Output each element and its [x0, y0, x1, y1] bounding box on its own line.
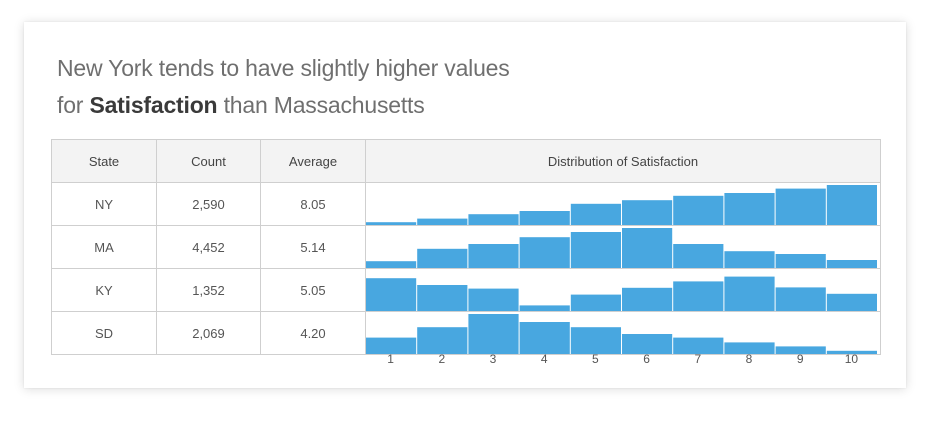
- histogram-bar-ma-1: [366, 261, 417, 268]
- x-tick-label: 9: [796, 352, 804, 366]
- x-tick-label: 2: [438, 352, 446, 366]
- histogram-bar-ny-6: [622, 200, 673, 225]
- header-row: State Count Average Distribution of Sati…: [51, 139, 881, 183]
- chart-card: New York tends to have slightly higher v…: [24, 22, 906, 388]
- stats-table: State Count Average Distribution of Sati…: [51, 139, 881, 355]
- average-cell: 8.05: [260, 182, 366, 226]
- histogram-bar-ky-3: [468, 288, 519, 311]
- histogram-bar-ma-9: [775, 254, 826, 268]
- distribution-cell: [365, 268, 881, 312]
- state-cell: SD: [51, 311, 157, 355]
- x-tick-label: 1: [387, 352, 394, 366]
- distribution-cell: [365, 311, 881, 355]
- histogram-bar-sd-6: [622, 334, 673, 354]
- header-average: Average: [260, 139, 366, 183]
- title-prefix: for: [57, 92, 90, 118]
- histogram-bar-ky-4: [519, 305, 570, 311]
- histogram-bar-ny-4: [519, 211, 570, 225]
- histogram-bar-ma-10: [826, 260, 877, 268]
- title-suffix: than Massachusetts: [217, 92, 425, 118]
- histogram-bar-ny-8: [724, 193, 775, 225]
- state-cell: MA: [51, 225, 157, 269]
- histogram-bar-ky-10: [826, 293, 877, 311]
- x-axis: 1 2 3 4 5 6 7 8 9 10: [365, 352, 877, 372]
- distribution-histogram: [366, 185, 877, 225]
- average-cell: 5.14: [260, 225, 366, 269]
- distribution-cell: [365, 182, 881, 226]
- histogram-bar-ma-4: [519, 237, 570, 268]
- x-tick-label: 6: [643, 352, 650, 366]
- histogram-bar-ky-7: [673, 281, 724, 311]
- histogram-bar-ma-6: [622, 228, 673, 268]
- title-bold: Satisfaction: [89, 92, 218, 118]
- histogram-bar-ny-7: [673, 195, 724, 225]
- histogram-bar-ma-3: [468, 244, 519, 268]
- histogram-bar-ky-2: [417, 285, 468, 311]
- x-tick-label: 7: [694, 352, 702, 366]
- count-cell: 2,590: [156, 182, 261, 226]
- histogram-bar-sd-1: [366, 337, 417, 354]
- histogram-bar-sd-10: [826, 350, 877, 354]
- histogram-bar-ny-3: [468, 214, 519, 225]
- header-state: State: [51, 139, 157, 183]
- x-tick-label: 10: [844, 352, 859, 366]
- histogram-bar-ny-5: [570, 203, 621, 225]
- table-row: KY 1,352 5.05: [51, 268, 881, 312]
- x-tick-label: 8: [745, 352, 753, 366]
- count-cell: 2,069: [156, 311, 261, 355]
- histogram-bar-ny-10: [826, 185, 877, 225]
- average-cell: 4.20: [260, 311, 366, 355]
- count-cell: 4,452: [156, 225, 261, 269]
- histogram-bar-sd-9: [775, 346, 826, 354]
- count-cell: 1,352: [156, 268, 261, 312]
- histogram-bar-ky-8: [724, 276, 775, 311]
- distribution-histogram: [366, 314, 877, 354]
- histogram-bar-ny-9: [775, 188, 826, 225]
- histogram-bar-sd-5: [570, 327, 621, 354]
- histogram-bar-ma-2: [417, 248, 468, 268]
- histogram-bar-sd-2: [417, 327, 468, 354]
- table-row: SD 2,069 4.20: [51, 311, 881, 355]
- table-row: NY 2,590 8.05: [51, 182, 881, 226]
- histogram-bar-ny-1: [366, 222, 417, 225]
- state-cell: KY: [51, 268, 157, 312]
- histogram-bar-sd-7: [673, 337, 724, 354]
- histogram-bar-ky-6: [622, 287, 673, 311]
- x-tick-label: 5: [592, 352, 599, 366]
- average-cell: 5.05: [260, 268, 366, 312]
- histogram-bar-ky-1: [366, 278, 417, 311]
- title-line1: New York tends to have slightly higher v…: [57, 55, 510, 81]
- chart-title: New York tends to have slightly higher v…: [57, 50, 510, 124]
- histogram-bar-ky-5: [570, 294, 621, 311]
- histogram-bar-sd-4: [519, 322, 570, 354]
- histogram-bar-ma-8: [724, 251, 775, 268]
- x-tick-label: 4: [540, 352, 548, 366]
- distribution-histogram: [366, 228, 877, 268]
- state-cell: NY: [51, 182, 157, 226]
- header-distribution: Distribution of Satisfaction: [365, 139, 881, 183]
- x-tick-label: 3: [489, 352, 497, 366]
- histogram-bar-ma-7: [673, 244, 724, 268]
- header-count: Count: [156, 139, 261, 183]
- table-row: MA 4,452 5.14: [51, 225, 881, 269]
- histogram-bar-ma-5: [570, 232, 621, 268]
- histogram-bar-ny-2: [417, 218, 468, 225]
- histogram-bar-ky-9: [775, 287, 826, 311]
- histogram-bar-sd-3: [468, 314, 519, 354]
- distribution-histogram: [366, 276, 877, 311]
- histogram-bar-sd-8: [724, 342, 775, 354]
- distribution-cell: [365, 225, 881, 269]
